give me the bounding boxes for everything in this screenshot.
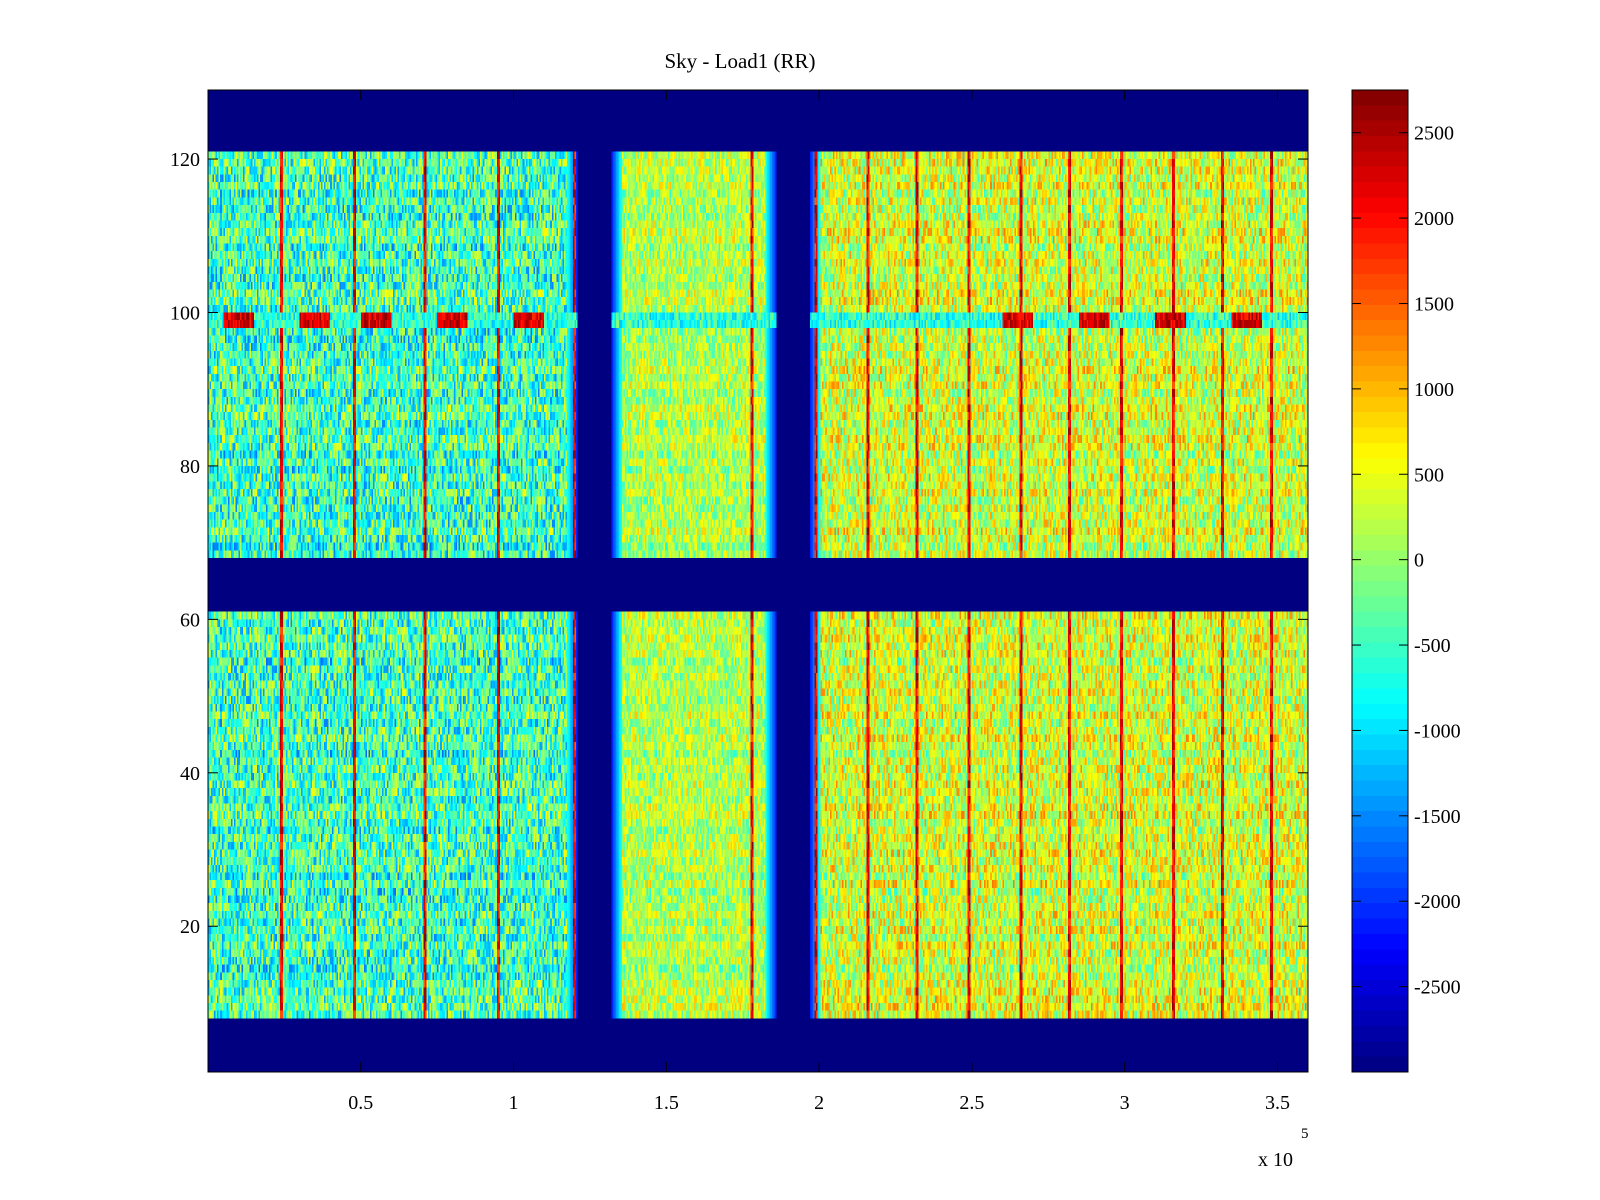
x-tick-label: 2: [814, 1092, 824, 1114]
colorbar-ticks: 2500 2000 1500 1000 500 0 -500 -1000 -1500 -2000 -…: [1352, 123, 1461, 999]
colorbar-gradient: [1352, 90, 1408, 1072]
colorbar-tick-label: 0: [1414, 550, 1424, 572]
x-tick-label: 1: [509, 1092, 519, 1114]
heatmap-image: [208, 90, 1308, 1072]
y-tick-label: 80: [180, 456, 200, 478]
y-tick-label: 40: [180, 763, 200, 785]
chart-title: Sky - Load1 (RR): [664, 49, 815, 73]
colorbar-tick-label: 500: [1414, 464, 1444, 486]
x-multiplier-exponent: 5: [1301, 1126, 1309, 1142]
colorbar-tick-label: 2500: [1414, 123, 1454, 145]
colorbar: 2500 2000 1500 1000 500 0 -500 -1000 -1500 -2000 -…: [1351, 89, 1461, 1073]
x-tick-label: 0.5: [348, 1092, 373, 1114]
y-axis: 20 40 60 80 100 120: [170, 149, 1308, 938]
colorbar-tick-label: 2000: [1414, 208, 1454, 230]
colorbar-tick-label: -500: [1414, 635, 1451, 657]
x-tick-label: 1.5: [654, 1092, 679, 1114]
colorbar-tick-label: -2000: [1414, 891, 1461, 913]
colorbar-tick-label: -1500: [1414, 806, 1461, 828]
x-multiplier-label: x 10: [1258, 1149, 1293, 1171]
y-tick-label: 100: [170, 302, 200, 324]
x-tick-label: 3: [1120, 1092, 1130, 1114]
y-tick-label: 20: [180, 916, 200, 938]
colorbar-tick-label: 1000: [1414, 379, 1454, 401]
plot-frame: [207, 89, 1309, 1073]
x-tick-label: 3.5: [1265, 1092, 1290, 1114]
y-tick-label: 60: [180, 609, 200, 631]
x-axis: 0.5 1 1.5 2 2.5 3 3.5: [348, 90, 1290, 1114]
y-tick-label: 120: [170, 149, 200, 171]
colorbar-tick-label: -1000: [1414, 720, 1461, 742]
colorbar-tick-label: -2500: [1414, 977, 1461, 999]
x-tick-label: 2.5: [959, 1092, 984, 1114]
colorbar-frame: [1351, 89, 1409, 1073]
plot-area: 0.5 1 1.5 2 2.5 3 3.5 20 40 60 80 100 120 x 10 5: [170, 89, 1309, 1171]
colorbar-tick-label: 1500: [1414, 293, 1454, 315]
